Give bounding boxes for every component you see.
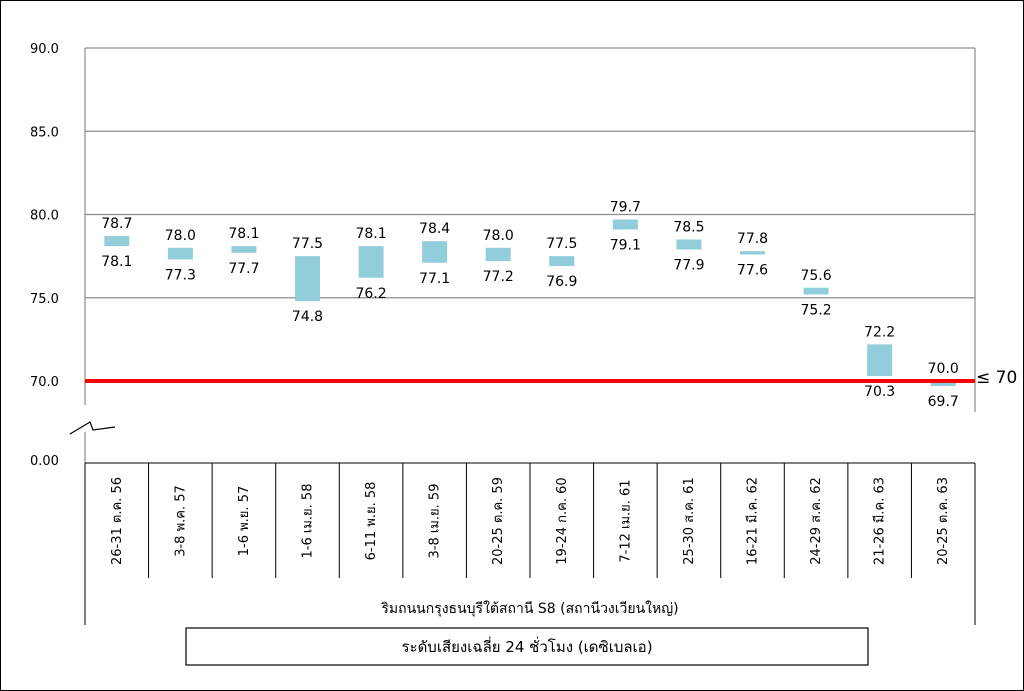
x-category-label: 1-6 พ.ย. 57	[237, 486, 252, 557]
low-value-label: 76.9	[546, 274, 577, 290]
high-value-label: 78.5	[673, 219, 704, 235]
low-value-label: 77.3	[165, 267, 196, 283]
range-bar	[676, 239, 702, 250]
x-category-label: 20-25 ต.ค. 59	[491, 477, 506, 565]
y-axis-ticks: 90.0 85.0 80.0 75.0 70.0	[30, 42, 59, 390]
range-bar	[231, 246, 257, 253]
x-category-label: 6-11 พ.ย. 58	[364, 482, 379, 561]
range-bar	[104, 236, 130, 247]
low-value-label: 75.2	[800, 302, 831, 318]
x-category-label: 19-24 ก.ค. 60	[555, 477, 570, 564]
low-value-label: 77.9	[673, 257, 704, 273]
x-category-label: 16-21 มี.ค. 62	[745, 477, 761, 565]
x-category-label: 3-8 เม.ย. 59	[428, 484, 443, 559]
low-value-label: 74.8	[292, 309, 323, 325]
low-value-label: 79.1	[610, 237, 641, 253]
x-category-label: 7-12 เม.ย. 61	[618, 479, 633, 562]
y-tick-label: 90.0	[30, 42, 59, 57]
high-value-label: 77.5	[292, 236, 323, 252]
range-bar	[485, 247, 511, 262]
low-value-label: 77.7	[228, 261, 259, 277]
high-value-label: 79.7	[610, 199, 641, 215]
range-bar	[358, 246, 384, 278]
low-value-label: 70.3	[864, 384, 895, 400]
range-bar	[867, 344, 893, 377]
high-value-label: 78.0	[483, 228, 514, 244]
x-category-label: 3-8 พ.ค. 57	[173, 485, 188, 557]
axis-break-mark	[69, 421, 116, 435]
x-category-label: 21-26 มี.ค. 63	[872, 477, 888, 565]
location-label: ริมถนนกรุงธนบุรีใต้สถานี S8 (สถานีวงเวีย…	[381, 600, 679, 617]
x-axis: 26-31 ต.ค. 56 3-8 พ.ค. 57 1-6 พ.ย. 57 1-6 เ…	[84, 462, 976, 625]
high-value-label: 78.0	[165, 228, 196, 244]
y-tick-label: 80.0	[30, 209, 59, 224]
high-value-label: 78.7	[101, 216, 132, 232]
x-category-label: 20-25 ต.ค. 63	[936, 477, 951, 565]
low-value-label: 77.2	[483, 269, 514, 285]
x-category-label: 25-30 ส.ค. 61	[682, 477, 697, 564]
range-bar	[167, 247, 193, 260]
standard-label: ≤ 70	[976, 368, 1017, 388]
y-zero-label: 0.00	[30, 454, 59, 469]
high-value-label: 72.2	[864, 324, 895, 340]
range-bar	[803, 287, 829, 295]
high-value-label: 75.6	[800, 268, 831, 284]
range-bar	[930, 381, 956, 386]
x-category-label: 24-29 ส.ค. 62	[809, 477, 824, 564]
range-bar	[295, 256, 320, 302]
high-value-label: 70.0	[928, 361, 959, 377]
low-value-label: 76.2	[355, 286, 386, 302]
high-value-label: 77.5	[546, 236, 577, 252]
low-value-label: 78.1	[101, 254, 132, 270]
grid-lines	[69, 47, 976, 463]
y-tick-label: 75.0	[30, 292, 59, 307]
x-category-label: 1-6 เม.ย. 58	[301, 484, 316, 559]
y-tick-label: 85.0	[30, 125, 59, 140]
high-value-label: 78.4	[419, 221, 450, 237]
high-value-label: 78.1	[228, 226, 259, 242]
range-bar	[740, 251, 765, 255]
low-value-label: 77.6	[737, 262, 768, 278]
low-value-label: 69.7	[928, 394, 959, 410]
range-bar	[549, 256, 575, 267]
low-value-label: 77.1	[419, 271, 450, 287]
high-value-label: 77.8	[737, 231, 768, 247]
range-bar	[612, 219, 638, 230]
range-bar	[422, 241, 448, 263]
x-category-label: 26-31 ต.ค. 56	[110, 477, 125, 565]
high-value-label: 78.1	[355, 226, 386, 242]
caption-box	[185, 627, 869, 666]
bars	[104, 219, 956, 386]
caption-text: ระดับเสียงเฉลี่ย 24 ชั่วโมง (เดซิเบลเอ)	[401, 636, 652, 656]
data-labels: 78.7 78.1 78.0 77.3 78.1 77.7 77.5 74.8 78.1 76.2…	[101, 199, 959, 410]
y-tick-label: 70.0	[30, 375, 59, 390]
